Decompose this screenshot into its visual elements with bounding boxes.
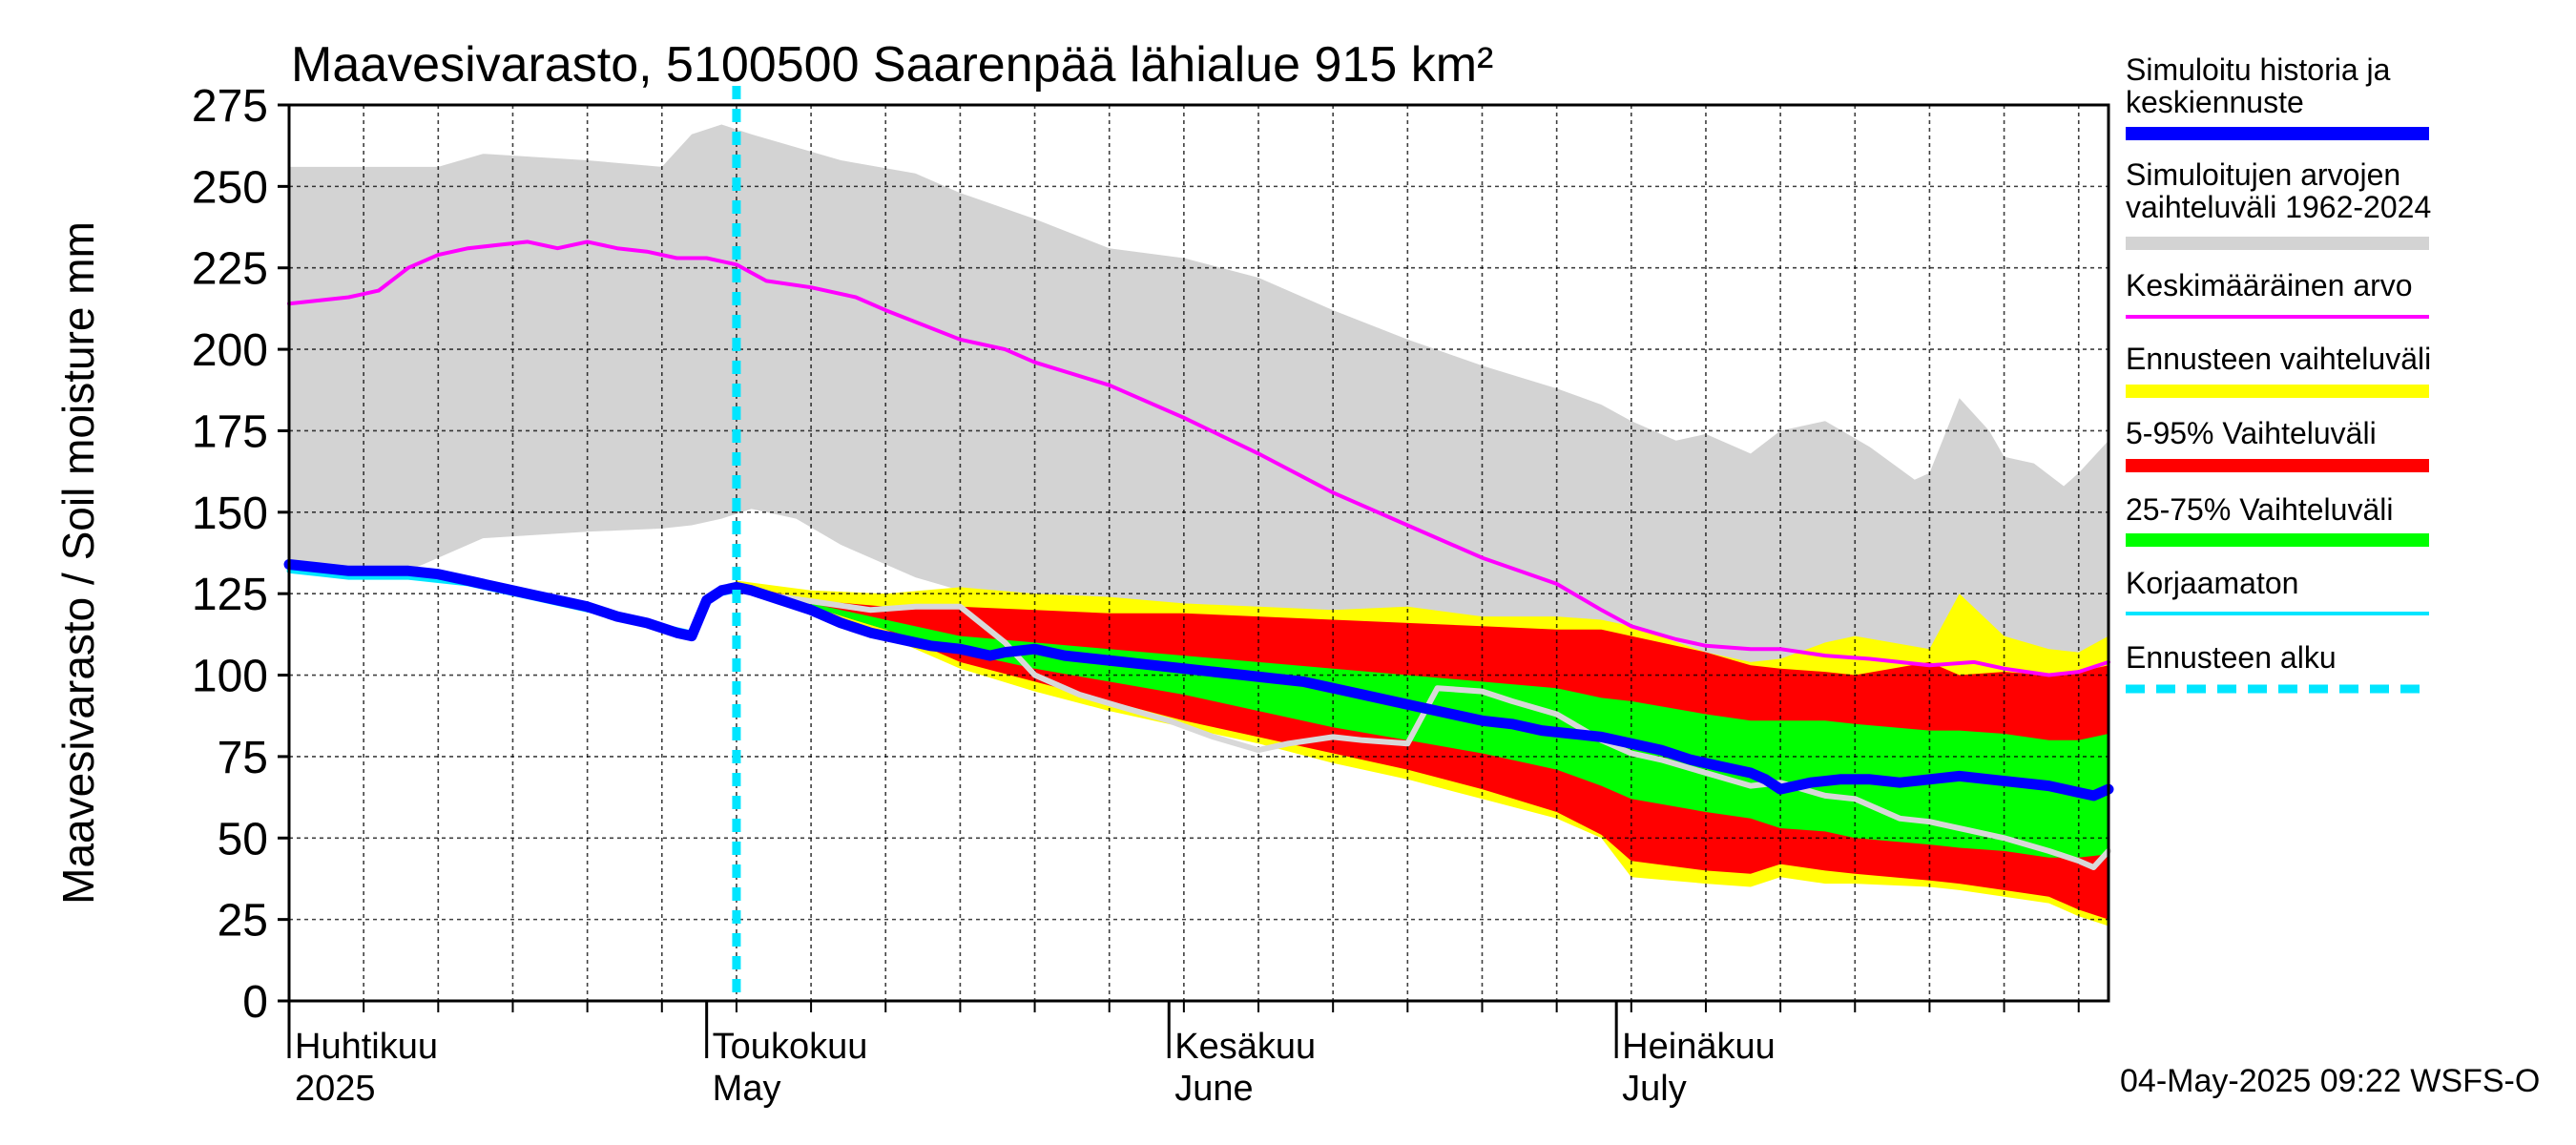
median-forecast-line bbox=[283, 559, 2114, 802]
y-tick-label: 125 bbox=[192, 570, 268, 620]
y-tick-label: 50 bbox=[218, 814, 268, 864]
footer-timestamp: 04-May-2025 09:22 WSFS-O bbox=[2120, 1063, 2540, 1099]
x-month-label: Toukokuu bbox=[713, 1027, 868, 1067]
plot-frame bbox=[287, 103, 2110, 1003]
grey-scenario-line bbox=[733, 584, 2111, 870]
x-month-sublabel: July bbox=[1622, 1069, 1687, 1109]
y-tick-label: 100 bbox=[192, 652, 268, 702]
legend-label: vaihteluväli 1962-2024 bbox=[2126, 190, 2431, 224]
mean-line bbox=[287, 239, 2110, 677]
legend-label: 25-75% Vaihteluväli bbox=[2126, 492, 2393, 527]
legend-label: 5-95% Vaihteluväli bbox=[2126, 416, 2377, 450]
legend-label: Ennusteen vaihteluväli bbox=[2126, 342, 2431, 376]
plot-area bbox=[289, 124, 2109, 926]
y-axis-label: Maavesivarasto / Soil moisture mm bbox=[53, 221, 103, 905]
axes: 0 25 50 75 100 125 150 175 200 225 250 275 Huhtikuu2… bbox=[192, 81, 2110, 1109]
legend-label: Simuloitu historia ja bbox=[2126, 52, 2391, 87]
hist-range-band bbox=[289, 124, 2109, 676]
legend-label: Ennusteen alku bbox=[2126, 640, 2337, 675]
x-month-sublabel: June bbox=[1174, 1069, 1253, 1109]
y-tick-label: 250 bbox=[192, 162, 268, 213]
legend-label: Keskimääräinen arvo bbox=[2126, 268, 2413, 302]
y-tick-label: 25 bbox=[218, 896, 268, 947]
legend-label: Korjaamaton bbox=[2126, 566, 2298, 600]
x-month-label: Kesäkuu bbox=[1174, 1027, 1316, 1067]
chart-title: Maavesivarasto, 5100500 Saarenpää lähial… bbox=[291, 37, 1493, 93]
y-tick-label: 275 bbox=[192, 81, 268, 132]
y-tick-label: 225 bbox=[192, 244, 268, 295]
y-tick-label: 0 bbox=[242, 977, 268, 1028]
y-tick-label: 175 bbox=[192, 406, 268, 457]
x-month-sublabel: 2025 bbox=[295, 1069, 376, 1109]
legend-label: keskiennuste bbox=[2126, 85, 2304, 119]
x-month-label: Huhtikuu bbox=[295, 1027, 438, 1067]
legend-label: Simuloitujen arvojen bbox=[2126, 157, 2400, 192]
y-tick-label: 200 bbox=[192, 325, 268, 376]
x-month-sublabel: May bbox=[713, 1069, 781, 1109]
y-tick-label: 75 bbox=[218, 733, 268, 783]
x-month-label: Heinäkuu bbox=[1622, 1027, 1776, 1067]
series-lines bbox=[283, 86, 2114, 1001]
y-tick-label: 150 bbox=[192, 489, 268, 539]
